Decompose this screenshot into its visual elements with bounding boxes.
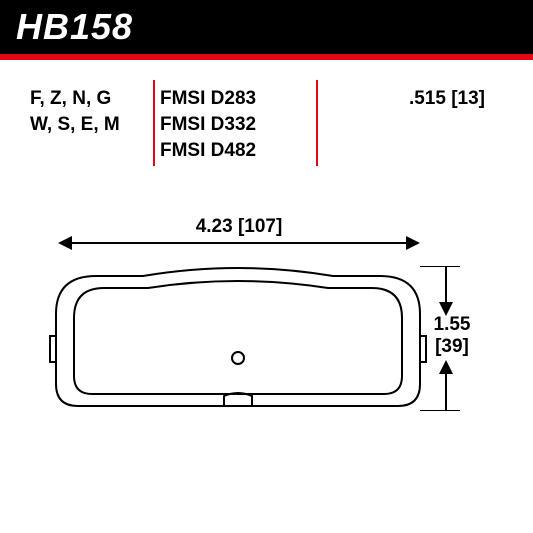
- compounds-column: F, Z, N, G W, S, E, M: [30, 86, 160, 164]
- fmsi-column: FMSI D283 FMSI D332 FMSI D482: [160, 86, 315, 164]
- accent-bar: [0, 54, 533, 60]
- width-dimension: 4.23 [107]: [60, 216, 418, 244]
- fmsi-code: FMSI D482: [160, 138, 315, 164]
- height-mm: [39]: [417, 336, 487, 358]
- fmsi-code: FMSI D332: [160, 112, 315, 138]
- height-label: 1.55 [39]: [417, 314, 487, 358]
- height-arrow-bottom: [445, 362, 447, 410]
- thickness-value: .515 [13]: [315, 86, 485, 112]
- brake-pad-outline: [48, 266, 428, 421]
- ext-line-bottom: [420, 410, 460, 411]
- compounds-line: F, Z, N, G: [30, 86, 160, 112]
- fmsi-code: FMSI D283: [160, 86, 315, 112]
- ext-line-top: [420, 266, 460, 267]
- part-number-title: HB158: [16, 6, 133, 48]
- header-bar: HB158: [0, 0, 533, 54]
- width-arrow: [60, 242, 418, 244]
- thickness-column: .515 [13]: [315, 86, 503, 164]
- width-label: 4.23 [107]: [60, 216, 418, 238]
- compounds-line: W, S, E, M: [30, 112, 160, 138]
- specs-row: F, Z, N, G W, S, E, M FMSI D283 FMSI D33…: [30, 86, 503, 164]
- height-arrow-top: [445, 266, 447, 314]
- height-inches: 1.55: [417, 314, 487, 336]
